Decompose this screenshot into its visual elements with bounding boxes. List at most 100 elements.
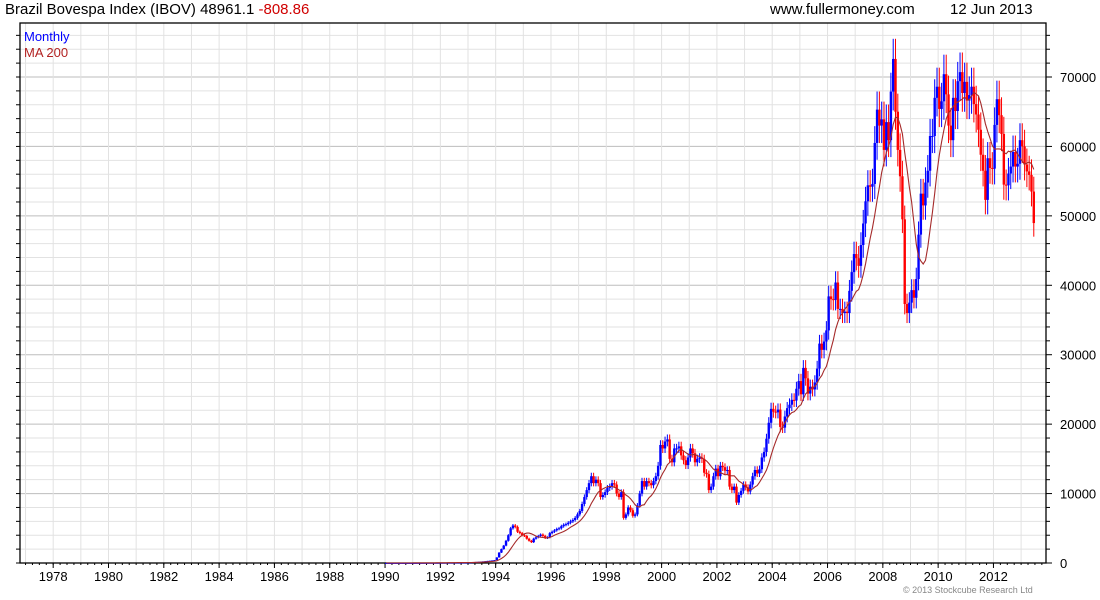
price-bar-up: [709, 486, 713, 491]
price-bar-down: [845, 311, 849, 314]
price-bar-up: [497, 552, 501, 558]
y-tick-label: 50000: [1060, 209, 1096, 224]
price-bar-down: [799, 381, 803, 395]
price-bar-down: [855, 254, 858, 259]
price-bar-down: [525, 535, 528, 539]
price-bar-down: [988, 158, 992, 168]
price-bar-down: [723, 467, 727, 471]
price-bar-up: [802, 367, 805, 395]
x-tick-label: 1978: [39, 569, 68, 584]
price-bar-up: [958, 72, 962, 82]
price-bar-down: [544, 535, 547, 539]
price-bar-down: [1004, 184, 1008, 186]
chart-date: 12 Jun 2013: [950, 1, 1033, 18]
price-bar-up: [620, 492, 623, 498]
price-bar-up: [873, 142, 876, 184]
price-bar-down: [516, 526, 519, 532]
copyright: © 2013 Stockcube Research Ltd: [903, 585, 1033, 595]
price-bar-up: [889, 91, 893, 141]
price-bar-up: [765, 438, 768, 452]
price-bar-up: [818, 343, 821, 369]
ma200-line: [386, 91, 1035, 564]
price-bar-up: [963, 81, 966, 93]
price-bar-up: [502, 545, 505, 550]
price-bar-up: [986, 158, 989, 200]
price-bar-up: [850, 272, 853, 291]
y-tick-label: 70000: [1060, 70, 1096, 85]
price-bar-down: [779, 409, 782, 427]
x-tick-label: 2010: [924, 569, 953, 584]
price-bar-up: [880, 119, 883, 126]
price-bar-up: [825, 330, 828, 342]
website-link[interactable]: www.fullermoney.com: [770, 1, 915, 18]
price-bar-up: [910, 290, 913, 303]
price-bar-up: [737, 494, 740, 503]
price-bar-up: [970, 86, 973, 96]
price-bar-down: [806, 378, 810, 394]
price-bar-up: [892, 58, 895, 92]
x-tick-label: 1990: [371, 569, 400, 584]
price-bar-up: [852, 254, 856, 273]
price-bar-up: [675, 448, 678, 450]
price-bar-up: [951, 97, 955, 141]
price-bar-up: [1011, 151, 1015, 167]
price-bar-up: [633, 514, 637, 516]
x-tick-label: 2006: [813, 569, 842, 584]
price-bar-down: [1027, 171, 1031, 175]
price-bar-up: [638, 493, 641, 506]
legend-ma200: MA 200: [24, 45, 69, 60]
price-bar-down: [597, 479, 600, 484]
price-bar-up: [924, 182, 927, 206]
price-bar-up: [645, 481, 648, 487]
price-bar-up: [564, 524, 568, 526]
price-bar-down: [661, 444, 664, 449]
price-bar-up: [696, 458, 699, 463]
x-tick-label: 2012: [979, 569, 1008, 584]
price-bar-up: [749, 484, 752, 492]
price-bar-down: [615, 484, 618, 494]
price-bar-up: [732, 486, 736, 491]
price-bar-down: [894, 58, 897, 112]
price-bar-up: [871, 183, 874, 187]
price-bar-up: [956, 81, 959, 112]
price-bar-down: [691, 448, 694, 454]
price-bar-up: [557, 528, 561, 530]
price-bar-up: [509, 528, 512, 536]
price-bar-up: [698, 457, 701, 459]
price-bar-up: [866, 185, 870, 202]
price-bar-up: [995, 99, 999, 125]
price-bar-up: [931, 136, 934, 138]
price-bar-up: [583, 497, 586, 504]
price-bar-up: [659, 444, 662, 466]
price-bar-down: [903, 219, 906, 305]
price-bar-down: [647, 481, 651, 484]
price-bar-up: [569, 521, 572, 523]
price-bar-down: [887, 122, 890, 141]
price-bar-up: [776, 409, 780, 413]
price-bar-up: [548, 533, 552, 538]
price-bar-down: [613, 483, 616, 485]
price-bar-down: [868, 185, 872, 187]
price-bar-up: [610, 483, 614, 487]
price-bar-down: [617, 493, 621, 498]
price-bar-up: [571, 519, 575, 522]
price-bar-down: [1021, 140, 1024, 147]
price-bar-up: [539, 534, 542, 536]
price-bar-up: [560, 526, 563, 529]
price-bar-down: [979, 129, 982, 155]
price-bar-up: [769, 408, 773, 423]
price-bar-down: [629, 507, 632, 511]
price-bar-down: [841, 308, 844, 314]
price-bar-down: [527, 538, 531, 541]
price-bar-down: [693, 453, 697, 463]
price-bar-down: [857, 258, 860, 266]
price-bar-down: [668, 439, 671, 459]
price-bar-up: [601, 494, 605, 498]
price-bar-up: [1018, 140, 1022, 164]
x-tick-label: 2002: [702, 569, 731, 584]
price-bar-up: [534, 537, 538, 539]
price-bar-up: [608, 486, 611, 489]
x-tick-label: 1986: [260, 569, 289, 584]
price-bar-down: [520, 533, 524, 536]
price-bar-up: [822, 341, 826, 350]
